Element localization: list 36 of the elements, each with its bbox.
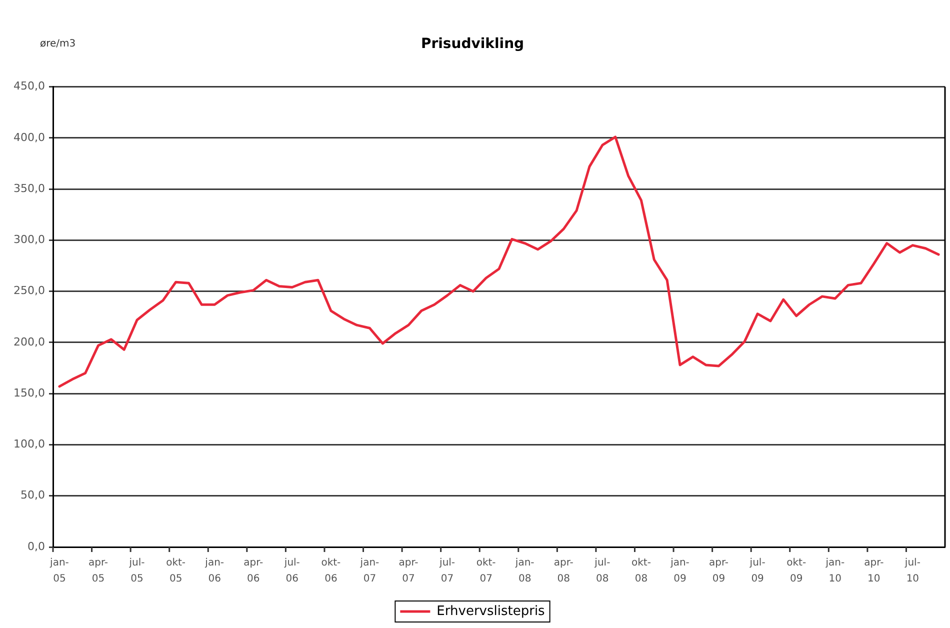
x-tick-label: okt-05: [166, 558, 186, 585]
y-tick-label: 450,0: [14, 80, 45, 93]
x-tick-label: jul-07: [438, 558, 456, 585]
legend-label: Erhvervslistepris: [436, 604, 546, 619]
x-tick-label: jul-06: [283, 558, 300, 585]
x-tick-label: jan-09: [670, 558, 690, 585]
x-tick-label: jan-06: [204, 558, 224, 585]
x-tick-label: jul-09: [748, 558, 766, 585]
x-tick-label: jan-05: [49, 558, 70, 585]
y-tick-label: 100,0: [14, 438, 45, 451]
y-axis-title: øre/m3: [40, 38, 76, 50]
x-tick-label: apr-08: [554, 558, 574, 585]
x-tick-label: apr-07: [398, 558, 419, 585]
y-tick-label: 150,0: [14, 386, 45, 400]
x-tick-label: okt-06: [321, 558, 342, 585]
x-tick-label: okt-08: [631, 558, 652, 585]
x-tick-label: jul-10: [904, 558, 921, 585]
x-tick-label: okt-09: [786, 558, 806, 585]
x-tick-label: jan-07: [359, 558, 380, 585]
y-tick-label: 200,0: [14, 335, 45, 348]
x-tick-label: apr-05: [88, 558, 108, 585]
x-tick-label: apr-10: [864, 558, 884, 585]
y-tick-label: 300,0: [14, 233, 45, 246]
chart-title: Prisudvikling: [420, 36, 524, 52]
y-tick-label: 250,0: [14, 284, 45, 298]
x-tick-label: apr-06: [244, 558, 264, 585]
x-tick-label: apr-09: [708, 558, 729, 585]
x-tick-label: jul-05: [128, 558, 146, 585]
y-tick-label: 350,0: [14, 182, 45, 195]
x-tick-label: jan-10: [824, 558, 845, 585]
y-tick-label: 50,0: [20, 488, 45, 502]
y-tick-label: 0,0: [28, 540, 45, 553]
x-tick-label: okt-07: [476, 558, 496, 585]
x-tick-label: jan-08: [514, 558, 535, 585]
y-tick-label: 400,0: [14, 130, 45, 144]
x-tick-label: jul-08: [594, 558, 611, 585]
